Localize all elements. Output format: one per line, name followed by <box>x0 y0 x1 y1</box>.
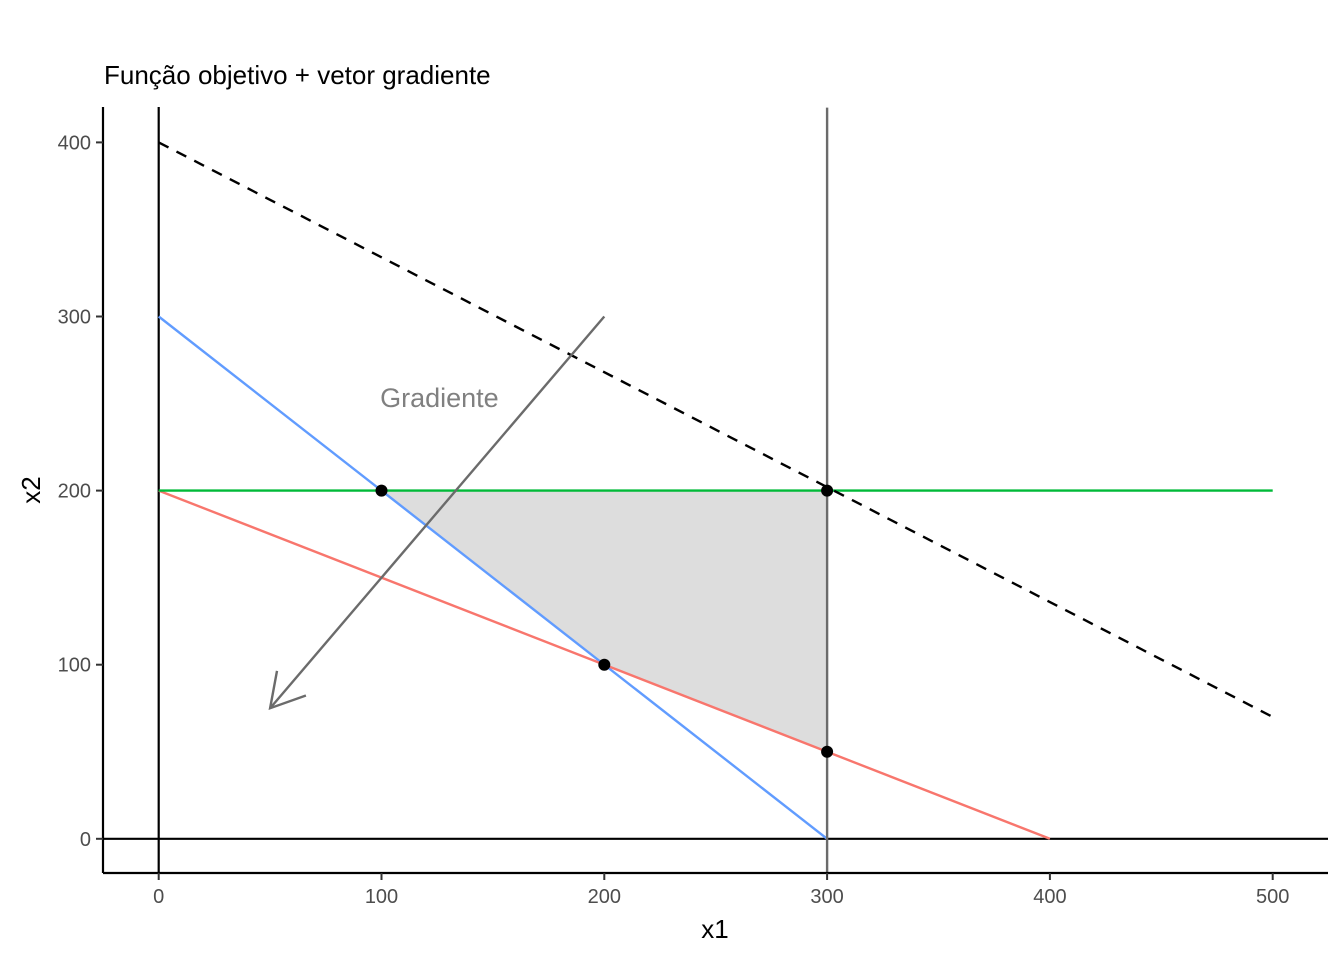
feasible-region <box>381 490 828 752</box>
y-tick-label: 300 <box>58 307 91 329</box>
x-tick-label: 0 <box>153 886 164 908</box>
y-tick-label: 400 <box>58 132 91 154</box>
vertex-point-1 <box>821 484 834 497</box>
gradient-arrow-head <box>268 670 307 711</box>
series-line-0 <box>157 315 828 840</box>
y-tick-label: 100 <box>58 655 91 677</box>
gradient-arrow-shaft <box>269 315 606 710</box>
y-tick-label: 0 <box>80 829 91 851</box>
series-lines <box>103 107 1328 874</box>
x-tick-label: 100 <box>365 886 398 908</box>
x-tick-label: 500 <box>1256 886 1289 908</box>
y-axis-title: x2 <box>16 476 46 503</box>
vertex-point-0 <box>375 484 388 497</box>
axes: 0 100 200 300 400 500 0 100 200 300 400 <box>58 107 1328 908</box>
chart-title: Função objetivo + vetor gradiente <box>104 60 491 90</box>
annotation-gradient-label: Gradiente <box>380 383 499 413</box>
y-tick-label: 200 <box>58 481 91 503</box>
y-ticks: 0 100 200 300 400 <box>58 132 103 851</box>
plot-area: Gradiente <box>103 107 1328 874</box>
x-tick-label: 400 <box>1033 886 1066 908</box>
gradient-arrow <box>268 315 606 711</box>
vertex-points <box>375 484 834 758</box>
x-tick-label: 200 <box>588 886 621 908</box>
series-line-4 <box>158 141 1274 718</box>
x-axis-title: x1 <box>701 914 728 944</box>
annotations: Gradiente <box>380 383 499 413</box>
x-ticks: 0 100 200 300 400 500 <box>153 873 1289 908</box>
vertex-point-2 <box>598 658 611 671</box>
vertex-point-3 <box>821 745 834 758</box>
x-tick-label: 300 <box>810 886 843 908</box>
